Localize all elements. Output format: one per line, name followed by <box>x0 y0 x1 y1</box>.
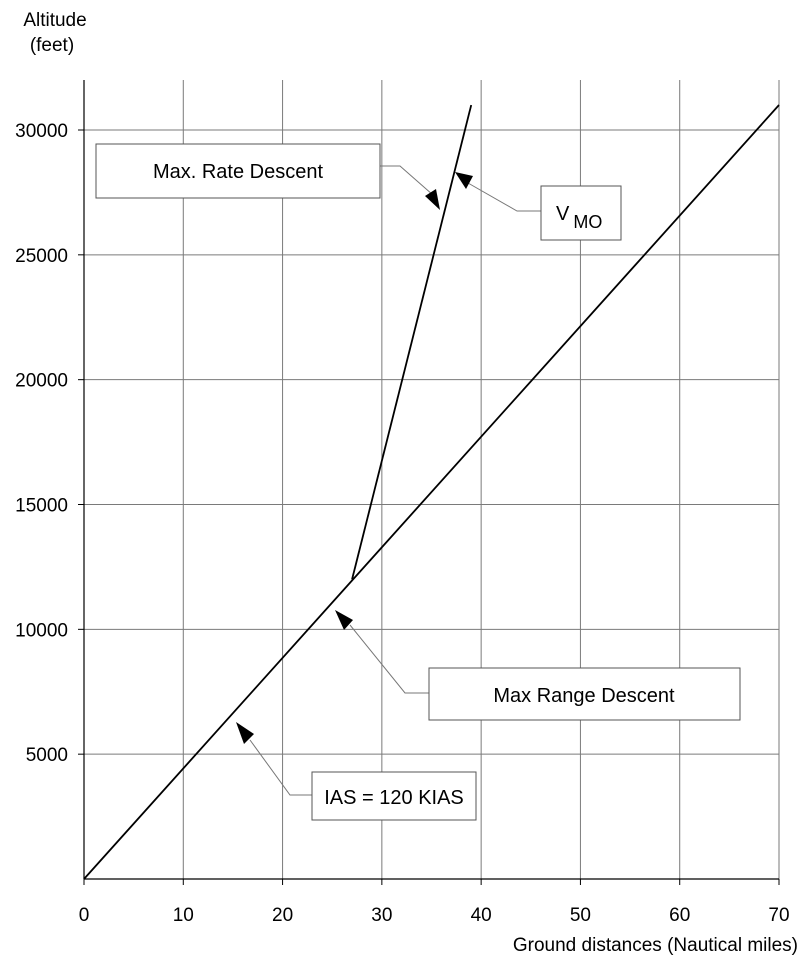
grid <box>84 80 780 879</box>
arrowhead-vmo <box>455 172 473 189</box>
callout-label-max-rate: Max. Rate Descent <box>153 161 324 183</box>
callout-box-ias <box>311 771 477 821</box>
callout-box-max-rate <box>95 143 381 199</box>
callout-label-vmo: V MO <box>556 203 602 232</box>
callout-label-max-range: Max Range Descent <box>493 685 675 707</box>
axes <box>83 80 779 880</box>
vmo-subscript: MO <box>573 212 602 232</box>
x-tick-label-60: 60 <box>669 905 690 926</box>
y-tick-label-10000: 10000 <box>15 620 68 641</box>
arrowhead-ias <box>236 722 254 744</box>
x-tick-label-10: 10 <box>173 905 194 926</box>
y-axis-label-line1: Altitude <box>23 10 86 31</box>
leader-max-rate <box>380 165 434 196</box>
x-tick-label-30: 30 <box>371 905 392 926</box>
x-tick-label-40: 40 <box>471 905 492 926</box>
x-tick-label-0: 0 <box>79 905 90 926</box>
y-tick-label-15000: 15000 <box>15 496 68 517</box>
arrowhead-max-rate <box>425 189 440 210</box>
x-tick-label-50: 50 <box>570 905 591 926</box>
leader-ias <box>249 739 312 796</box>
series-lines <box>83 104 780 880</box>
callout-box-max-range <box>428 667 741 721</box>
callout-vmo: V MO <box>455 172 622 241</box>
y-axis-label-line2: (feet) <box>30 35 74 56</box>
series-line-max-rate-descent <box>351 104 473 580</box>
leader-max-range <box>349 624 429 694</box>
callout-box-vmo <box>540 185 622 241</box>
callout-max-rate-descent: Max. Rate Descent <box>95 143 440 210</box>
y-tick-label-20000: 20000 <box>15 371 68 392</box>
callout-label-ias: IAS = 120 KIAS <box>324 787 464 809</box>
leader-vmo <box>467 182 541 212</box>
y-tick-label-5000: 5000 <box>26 745 68 766</box>
x-tick-label-70: 70 <box>768 905 789 926</box>
y-tick-label-30000: 30000 <box>15 121 68 142</box>
series-line-max-range-descent <box>83 104 780 880</box>
x-tick-label-20: 20 <box>272 905 293 926</box>
ticks: 0 10 20 30 40 50 60 70 5000 10000 15000 20000 25000 3… <box>15 121 789 926</box>
y-tick-label-25000: 25000 <box>15 246 68 267</box>
callout-ias: IAS = 120 KIAS <box>236 722 477 821</box>
x-axis-label: Ground distances (Nautical miles) <box>513 935 798 956</box>
vmo-main: V <box>556 203 570 225</box>
callout-max-range-descent: Max Range Descent <box>335 610 741 721</box>
arrowhead-max-range <box>335 610 353 630</box>
